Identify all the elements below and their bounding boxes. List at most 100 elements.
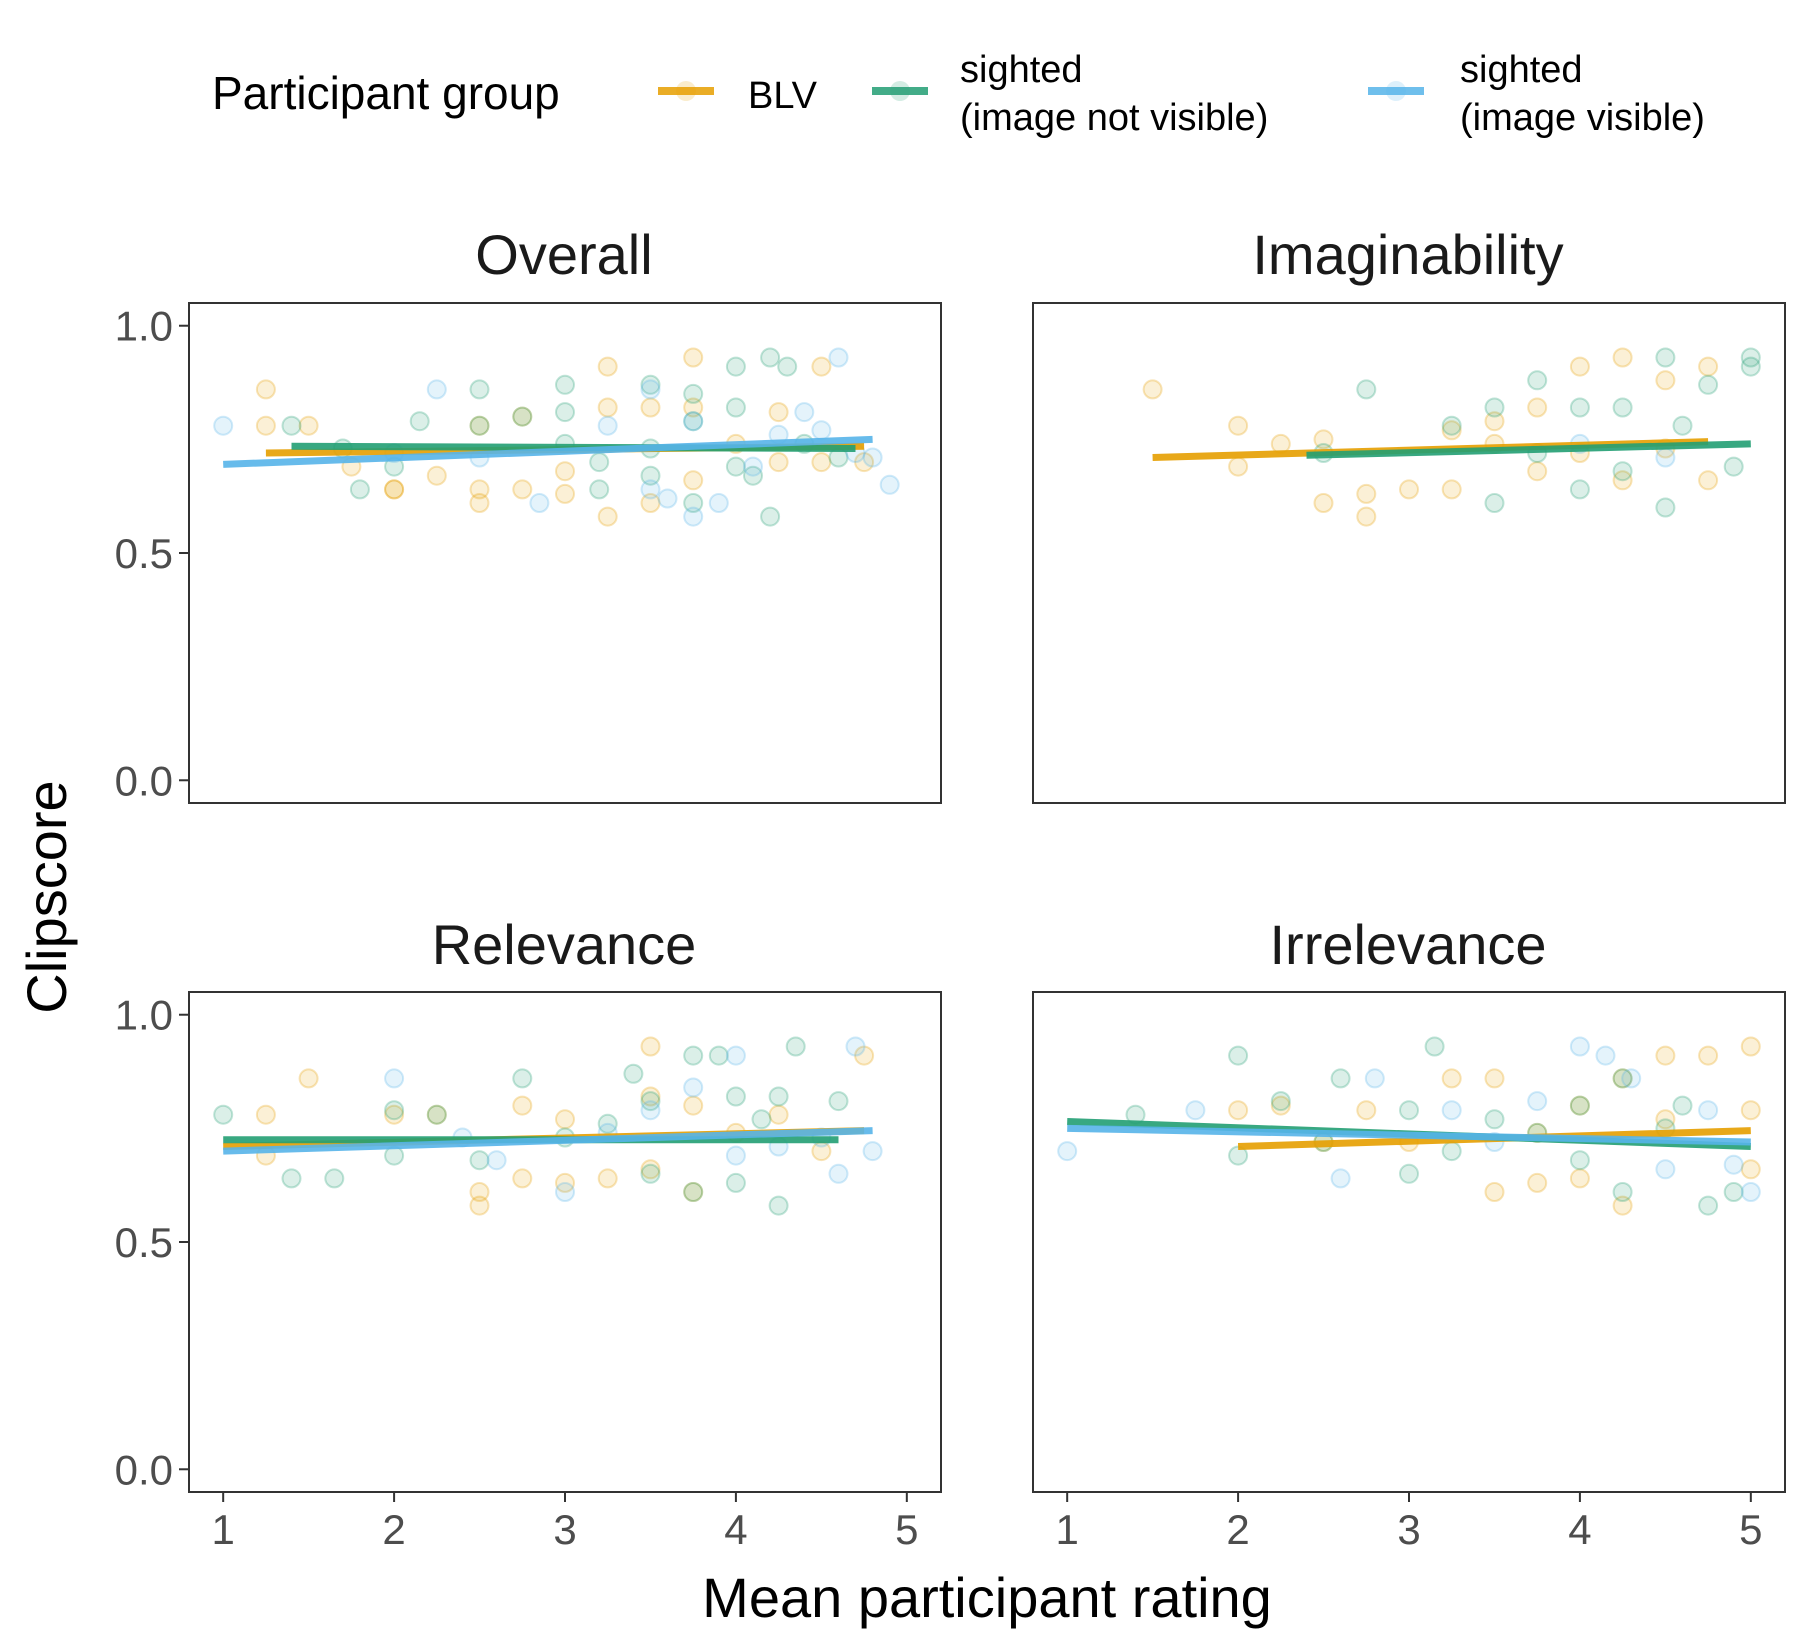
- point-relevance-sighted-visible-11: [845, 1036, 866, 1057]
- point-relevance-blv-9: [555, 1109, 575, 1130]
- panel-relevance: Relevance: [188, 913, 942, 1493]
- point-relevance-blv-15: [683, 1095, 704, 1116]
- point-overall-sighted-not-visible-24: [760, 506, 781, 527]
- point-imaginability-blv-0: [1142, 379, 1163, 400]
- panel-title-imaginability: Imaginability: [1252, 223, 1563, 286]
- point-relevance-sighted-not-visible-20: [768, 1195, 789, 1216]
- point-overall-blv-0: [255, 379, 276, 400]
- point-imaginability-blv-4: [1313, 429, 1334, 450]
- point-overall-blv-10: [512, 406, 533, 427]
- point-overall-sighted-not-visible-4: [409, 411, 430, 432]
- point-relevance-sighted-not-visible-14: [683, 1182, 704, 1202]
- point-overall-sighted-not-visible-11: [589, 452, 610, 473]
- point-irrelevance-sighted-not-visible-14: [1612, 1068, 1633, 1089]
- panel-overall: Overall: [188, 223, 942, 804]
- point-imaginability-blv-15: [1569, 356, 1590, 377]
- y-axis-bottom-tick-label-0: 0.0: [115, 1446, 173, 1493]
- point-imaginability-blv-21: [1698, 356, 1719, 377]
- point-overall-sighted-visible-10: [683, 506, 704, 527]
- point-relevance-sighted-not-visible-0: [213, 1104, 234, 1125]
- point-imaginability-blv-19: [1655, 370, 1676, 391]
- point-overall-sighted-not-visible-16: [683, 383, 704, 404]
- point-overall-blv-24: [768, 452, 789, 473]
- point-irrelevance-blv-5: [1441, 1068, 1462, 1089]
- point-relevance-blv-12: [640, 1036, 661, 1057]
- panel-border-imaginability: [1032, 302, 1786, 804]
- y-axis-top-tick-label-2: 1.0: [115, 303, 173, 350]
- point-relevance-sighted-not-visible-22: [828, 1091, 849, 1112]
- point-overall-blv-16: [597, 506, 618, 527]
- x-axis-left-tick-label-4: 5: [895, 1506, 918, 1553]
- point-relevance-blv-20: [854, 1045, 875, 1066]
- point-imaginability-sighted-not-visible-16: [1723, 456, 1744, 477]
- point-imaginability-blv-5: [1313, 493, 1334, 513]
- point-imaginability-blv-11: [1484, 411, 1505, 432]
- point-relevance-sighted-visible-7: [725, 1045, 746, 1066]
- point-irrelevance-blv-9: [1527, 1172, 1548, 1193]
- point-overall-sighted-visible-6: [640, 379, 661, 400]
- point-relevance-blv-7: [512, 1095, 533, 1116]
- point-overall-sighted-visible-5: [597, 415, 618, 436]
- point-relevance-sighted-not-visible-1: [281, 1168, 302, 1189]
- legend-label-sighted-visible-line1: sighted: [1460, 49, 1583, 91]
- point-overall-sighted-visible-8: [657, 488, 678, 509]
- point-irrelevance-sighted-visible-8: [1595, 1045, 1616, 1066]
- point-relevance-sighted-not-visible-9: [597, 1113, 618, 1134]
- point-overall-sighted-visible-19: [879, 474, 900, 495]
- point-irrelevance-sighted-not-visible-9: [1441, 1141, 1462, 1162]
- point-irrelevance-blv-3: [1356, 1100, 1377, 1121]
- point-irrelevance-sighted-visible-7: [1569, 1036, 1590, 1057]
- point-irrelevance-blv-17: [1740, 1036, 1761, 1057]
- point-irrelevance-blv-6: [1484, 1068, 1505, 1089]
- point-irrelevance-blv-0: [1228, 1100, 1249, 1121]
- legend-label-sighted-not-visible-line2: (image not visible): [960, 97, 1268, 139]
- point-imaginability-sighted-not-visible-14: [1740, 347, 1761, 368]
- point-imaginability-sighted-not-visible-13: [1698, 374, 1719, 395]
- legend: Participant group BLV sighted (image not…: [212, 49, 1705, 139]
- point-relevance-sighted-visible-8: [725, 1145, 746, 1166]
- point-overall-blv-23: [768, 402, 789, 423]
- point-overall-blv-8: [469, 493, 490, 513]
- point-overall-blv-21: [683, 470, 704, 491]
- point-irrelevance-sighted-visible-3: [1364, 1068, 1385, 1089]
- point-irrelevance-blv-11: [1569, 1168, 1590, 1189]
- x-axis-left-tick-label-0: 1: [212, 1506, 235, 1553]
- point-overall-blv-25: [811, 356, 832, 377]
- point-relevance-sighted-not-visible-7: [512, 1068, 533, 1089]
- point-irrelevance-sighted-not-visible-2: [1228, 1145, 1249, 1166]
- panel-irrelevance-marks: [1057, 1036, 1761, 1216]
- point-imaginability-blv-7: [1356, 506, 1377, 527]
- y-axis-top-row: 0.0 0.5 1.0: [115, 303, 189, 804]
- point-relevance-blv-4: [426, 1104, 447, 1125]
- point-imaginability-blv-1: [1228, 415, 1249, 436]
- trend-line-relevance-sighted-visible: [223, 1127, 873, 1155]
- point-irrelevance-sighted-not-visible-1: [1228, 1045, 1249, 1066]
- point-overall-sighted-visible-4: [529, 493, 550, 513]
- point-irrelevance-sighted-visible-12: [1723, 1154, 1744, 1175]
- point-relevance-blv-3: [384, 1104, 405, 1125]
- point-overall-sighted-visible-12: [743, 456, 763, 477]
- point-irrelevance-blv-13: [1612, 1195, 1633, 1216]
- point-overall-sighted-visible-18: [862, 447, 883, 468]
- point-irrelevance-sighted-not-visible-6: [1399, 1100, 1419, 1121]
- legend-label-sighted-visible-line2: (image visible): [1460, 97, 1705, 139]
- point-overall-blv-20: [683, 397, 704, 418]
- point-irrelevance-sighted-not-visible-8: [1424, 1036, 1445, 1057]
- point-imaginability-sighted-not-visible-11: [1655, 347, 1676, 368]
- point-irrelevance-sighted-visible-0: [1057, 1141, 1078, 1162]
- point-overall-sighted-not-visible-7: [512, 406, 533, 427]
- point-relevance-sighted-not-visible-19: [768, 1086, 789, 1107]
- point-relevance-sighted-not-visible-12: [640, 1163, 661, 1184]
- point-imaginability-sighted-not-visible-8: [1569, 479, 1590, 500]
- x-axis-left-tick-label-3: 4: [724, 1506, 747, 1553]
- point-irrelevance-sighted-not-visible-5: [1330, 1068, 1351, 1089]
- point-imaginability-sighted-not-visible-1: [1356, 379, 1377, 400]
- point-irrelevance-sighted-visible-6: [1527, 1091, 1548, 1112]
- point-imaginability-blv-9: [1441, 420, 1462, 441]
- point-irrelevance-blv-1: [1270, 1095, 1291, 1116]
- x-axis-right-tick-label-2: 3: [1397, 1506, 1420, 1553]
- point-overall-blv-4: [384, 479, 405, 500]
- point-irrelevance-blv-10: [1569, 1095, 1590, 1116]
